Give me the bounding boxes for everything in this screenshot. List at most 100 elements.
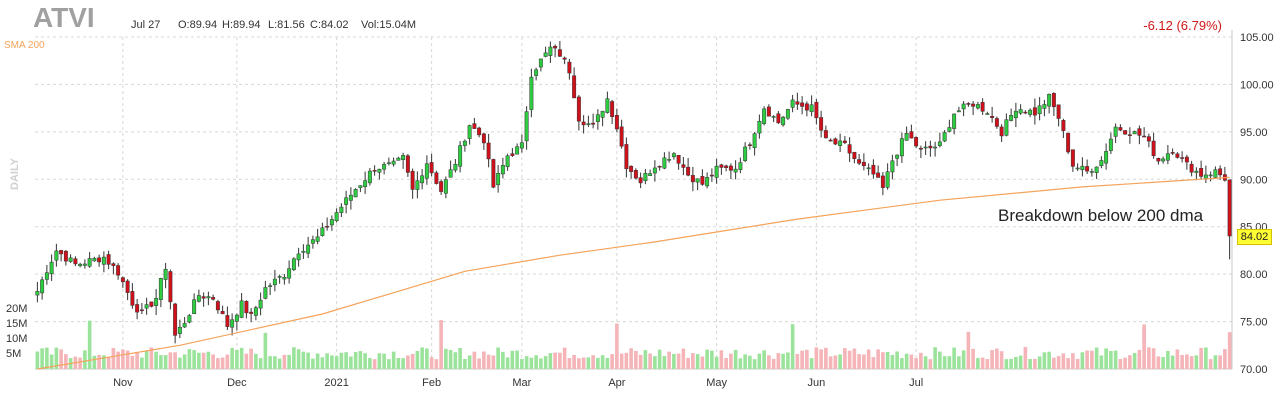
candle-body (961, 103, 966, 110)
y-tick-label: 105.00 (1240, 32, 1274, 44)
candle-body (1113, 126, 1118, 137)
x-tick-label: 2021 (324, 377, 348, 389)
volume-bar (35, 351, 40, 369)
volume-bar (748, 355, 752, 369)
volume-bar (786, 352, 790, 369)
candle-body (353, 189, 358, 198)
candle-body (714, 165, 719, 178)
volume-bar (140, 357, 144, 369)
candle-body (1056, 104, 1061, 119)
candle-body (424, 163, 429, 179)
candle-body (59, 250, 64, 255)
volume-bar (1075, 358, 1080, 369)
candle-body (420, 175, 425, 184)
volume-bar (752, 359, 757, 369)
candle-body (866, 167, 871, 170)
volume-bar (710, 350, 714, 369)
volume-bar (662, 356, 667, 369)
candle-body (405, 155, 410, 173)
volume-bar (890, 354, 895, 369)
candle-body (149, 301, 154, 307)
candle-body (505, 155, 510, 168)
candle-body (1132, 131, 1137, 135)
volume-bar (1028, 359, 1032, 369)
volume-bar (1094, 347, 1099, 369)
volume-bar (876, 349, 880, 369)
candle-body (757, 121, 762, 134)
candle-body (472, 123, 477, 129)
volume-bar (396, 357, 401, 369)
candle-body (301, 250, 306, 253)
volume-bar (197, 352, 201, 369)
volume-bar (311, 358, 315, 369)
volume-bar (1128, 355, 1132, 369)
candle-body (1137, 128, 1142, 136)
candle-body (538, 58, 543, 68)
volume-bar (771, 358, 776, 369)
volume-bar (976, 358, 980, 369)
annotation: Breakdown below 200 dma (998, 206, 1204, 225)
candle-body (752, 133, 757, 148)
candle-body (163, 268, 168, 280)
candle-body (1042, 104, 1047, 109)
candle-body (1165, 153, 1170, 161)
candle-body (700, 176, 705, 185)
volume-bar (429, 357, 434, 369)
volume-bar (871, 357, 876, 369)
candle-body (272, 278, 277, 286)
candle-body (277, 276, 282, 278)
volume-bar (1099, 355, 1104, 369)
volume-bar (168, 352, 173, 369)
volume-bar (78, 357, 82, 369)
volume-bar (239, 347, 244, 369)
volume-bar (125, 350, 130, 369)
candle-body (600, 110, 605, 118)
candle-body (904, 133, 909, 141)
volume-bar (553, 352, 557, 369)
volume-bar (1156, 356, 1161, 369)
volume-bar (149, 347, 154, 369)
volume-bar (1199, 347, 1203, 369)
volume-bar (885, 351, 890, 369)
volume-bar (116, 351, 120, 369)
candle-body (629, 165, 634, 172)
volume-bar (767, 355, 771, 369)
volume-bar (87, 320, 92, 369)
candle-body (367, 170, 372, 184)
candle-body (443, 179, 448, 194)
candle-body (914, 137, 919, 147)
candle-body (120, 277, 125, 283)
volume-bar (334, 356, 339, 369)
candle-body (766, 106, 771, 117)
candle-body (234, 314, 239, 322)
volume-bar (1066, 358, 1070, 369)
volume-bar (1142, 324, 1146, 369)
y-tick-label: 95.00 (1240, 127, 1268, 139)
volume-bar (691, 353, 695, 369)
volume-bar (292, 347, 296, 369)
volume-bar (510, 350, 515, 369)
low-label: L:81.56 (268, 19, 305, 31)
candle-body (391, 160, 396, 165)
volume-bar (1118, 359, 1123, 369)
volume-bar (178, 357, 182, 369)
candle-body (581, 121, 586, 126)
candle-body (624, 144, 629, 170)
candle-body (1070, 149, 1075, 167)
candle-body (648, 173, 653, 176)
candle-body (329, 219, 334, 226)
volume-bar (349, 356, 353, 369)
candle-body (44, 272, 49, 280)
volume-bar (382, 353, 386, 369)
candle-body (1170, 152, 1175, 154)
ticker-symbol: ATVI (33, 2, 95, 33)
volume-bar (235, 349, 239, 369)
last-price-badge: 84.02 (1237, 229, 1272, 245)
volume-bar (1056, 356, 1061, 369)
volume-bar (605, 357, 610, 369)
volume-bar (928, 359, 933, 369)
candle-body (453, 163, 458, 171)
volume-bar (686, 357, 690, 369)
volume-bar (206, 351, 211, 369)
volume-bar (54, 347, 59, 369)
